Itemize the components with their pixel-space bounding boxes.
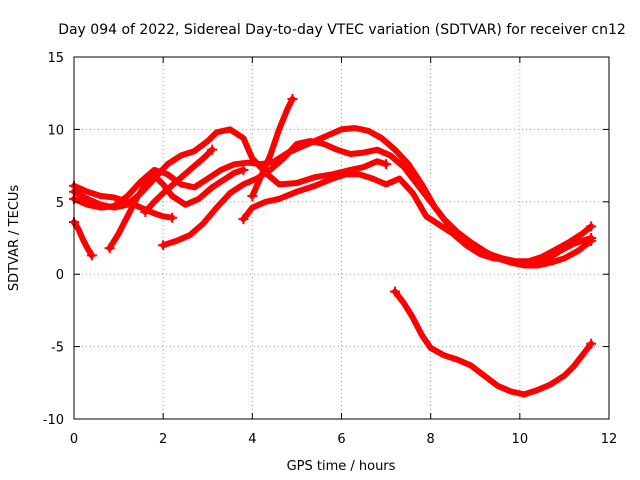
y-tick-label: 0 <box>56 268 64 283</box>
x-axis-label: GPS time / hours <box>287 459 396 474</box>
x-tick-label: 6 <box>337 432 345 447</box>
x-tick-label: 2 <box>159 432 167 447</box>
series-line-satellite-8 <box>240 171 595 266</box>
series-endpoint-marker <box>158 240 169 251</box>
x-tick-label: 10 <box>512 432 529 447</box>
series-endpoint-marker <box>287 93 298 104</box>
series-endpoint-marker <box>247 191 258 202</box>
series-endpoint-marker <box>586 338 597 349</box>
series-endpoint-marker <box>207 144 218 155</box>
tick-layer: 0 2 4 6 8 10 12 -10 -5 0 5 10 15 <box>43 51 618 447</box>
x-tick-label: 4 <box>248 432 256 447</box>
series-endpoint-marker <box>586 221 597 232</box>
series-line-satellite-1 <box>71 219 95 259</box>
series-endpoint-marker <box>586 233 597 243</box>
grid <box>74 57 609 419</box>
y-tick-label: -5 <box>51 341 64 356</box>
y-axis-label: SDTVAR / TECUs <box>7 185 22 292</box>
x-tick-label: 8 <box>427 432 435 447</box>
chart-title: Day 094 of 2022, Sidereal Day-to-day VTE… <box>58 22 626 38</box>
y-tick-label: 5 <box>56 196 64 211</box>
series-endpoint-marker <box>104 243 115 254</box>
series-layer <box>69 93 597 398</box>
x-tick-label: 0 <box>70 432 78 447</box>
series-endpoint-marker <box>238 164 249 175</box>
series-line-satellite-6 <box>142 146 216 215</box>
y-tick-label: 15 <box>47 51 64 66</box>
y-tick-label: -10 <box>43 413 64 428</box>
series-endpoint-marker <box>140 206 151 217</box>
series-line-satellite-3 <box>71 126 390 211</box>
series-line-satellite-9 <box>249 96 296 199</box>
series-endpoint-marker <box>381 159 392 170</box>
series-endpoint-marker <box>238 214 249 225</box>
x-tick-label: 12 <box>601 432 618 447</box>
series-endpoint-marker <box>390 286 400 297</box>
series-line-satellite-10 <box>392 288 595 398</box>
series-endpoint-marker <box>167 212 178 223</box>
y-tick-label: 10 <box>47 123 64 138</box>
series-endpoint-marker <box>86 250 97 261</box>
